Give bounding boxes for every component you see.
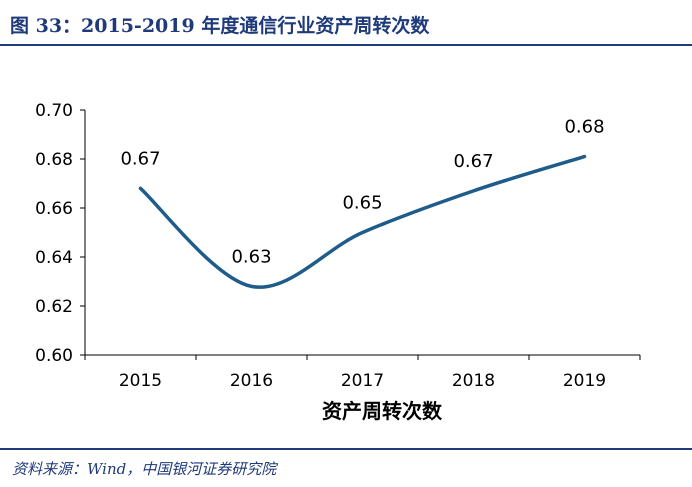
x-tick-label: 2016	[230, 371, 273, 391]
y-tick-label: 0.64	[35, 248, 73, 268]
x-tick-group: 2015 2016 2017 2018 2019	[84, 355, 641, 391]
data-label: 0.68	[564, 117, 604, 138]
x-tick-label: 2018	[452, 371, 495, 391]
y-tick-label: 0.70	[35, 101, 73, 121]
figure-title-bar: 图 33：2015-2019 年度通信行业资产周转次数	[0, 0, 692, 46]
y-tick-label: 0.60	[35, 346, 73, 366]
x-axis: 2015 2016 2017 2018 2019 资产周转次数	[84, 354, 641, 423]
source-bar: 资料来源：Wind，中国银河证券研究院	[0, 448, 692, 487]
source-note: 资料来源：Wind，中国银河证券研究院	[12, 460, 277, 478]
data-label-group: 0.67 0.63 0.65 0.67 0.68	[120, 117, 604, 268]
y-tick-label: 0.66	[35, 199, 73, 219]
figure-title: 图 33：2015-2019 年度通信行业资产周转次数	[10, 15, 430, 37]
x-axis-title: 资产周转次数	[322, 399, 443, 423]
data-label: 0.63	[231, 246, 271, 267]
line-chart: 0.600.620.640.660.680.70 2015 2016 2017 201…	[35, 101, 641, 423]
series-line	[138, 154, 587, 289]
data-label: 0.67	[120, 148, 160, 169]
data-label: 0.67	[453, 151, 493, 172]
x-tick-label: 2015	[119, 371, 162, 391]
y-tick-group: 0.60 0.62 0.64 0.66 0.68 0.70	[35, 101, 85, 366]
y-axis: 0.60 0.62 0.64 0.66 0.68 0.70	[35, 101, 86, 366]
y-tick-label: 0.68	[35, 150, 73, 170]
y-tick-label: 0.62	[35, 297, 73, 317]
data-label: 0.65	[342, 193, 382, 214]
x-tick-label: 2019	[563, 371, 606, 391]
x-tick-label: 2017	[341, 371, 384, 391]
